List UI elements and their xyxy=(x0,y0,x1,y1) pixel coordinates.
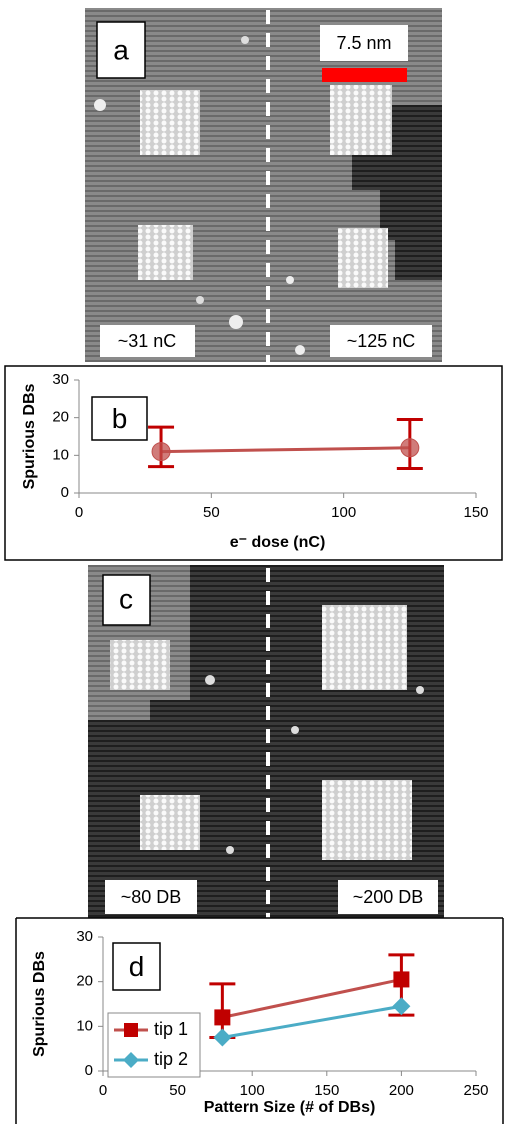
series-line xyxy=(222,1004,402,1039)
y-tick-label: 30 xyxy=(76,928,93,945)
data-point xyxy=(400,438,420,458)
x-tick-label: 0 xyxy=(75,504,83,521)
panel-label-box xyxy=(112,942,161,991)
x-tick-label: 150 xyxy=(314,1082,339,1099)
panel-label: c xyxy=(119,583,133,614)
series-line xyxy=(222,977,402,1019)
y-tick-label: 30 xyxy=(52,371,69,388)
stm-image-c: c ~80 DB ~200 DB xyxy=(88,565,444,918)
x-tick-label: 50 xyxy=(169,1082,186,1099)
legend-marker xyxy=(124,1023,138,1037)
y-tick-label: 0 xyxy=(61,484,69,501)
legend-label: tip 2 xyxy=(154,1049,188,1069)
x-tick-label: 100 xyxy=(331,504,356,521)
series-line xyxy=(161,446,410,454)
y-tick-label: 20 xyxy=(76,973,93,990)
scale-bar xyxy=(322,68,407,82)
x-tick-label: 0 xyxy=(99,1082,107,1099)
legend-box xyxy=(107,1012,201,1078)
y-tick-label: 10 xyxy=(52,446,69,463)
y-axis-label: Spurious DBs xyxy=(21,384,38,490)
data-point xyxy=(392,997,411,1016)
x-axis-label: Pattern Size (# of DBs) xyxy=(204,1099,376,1116)
image-label: ~125 nC xyxy=(347,331,416,351)
x-tick-label: 200 xyxy=(389,1082,414,1099)
y-tick-label: 0 xyxy=(85,1062,93,1079)
stm-image-a: a 7.5 nm ~31 nC ~125 nC xyxy=(85,8,442,362)
image-label: ~80 DB xyxy=(121,887,182,907)
data-point xyxy=(393,971,410,988)
data-point xyxy=(214,1009,231,1026)
panel-label: a xyxy=(113,34,129,65)
legend-label: tip 1 xyxy=(154,1019,188,1039)
chart-frame xyxy=(4,365,503,561)
panel-label: d xyxy=(129,951,145,982)
data-point xyxy=(151,442,171,462)
x-tick-label: 250 xyxy=(463,1082,488,1099)
image-label: ~200 DB xyxy=(353,887,424,907)
y-axis-label: Spurious DBs xyxy=(31,951,48,1057)
y-tick-label: 20 xyxy=(52,409,69,426)
scale-label: 7.5 nm xyxy=(336,33,391,53)
x-tick-label: 100 xyxy=(240,1082,265,1099)
x-tick-label: 150 xyxy=(463,504,488,521)
x-tick-label: 50 xyxy=(203,504,220,521)
panel-label-box xyxy=(91,396,148,441)
image-label: ~31 nC xyxy=(118,331,177,351)
data-point xyxy=(213,1028,232,1047)
y-tick-label: 10 xyxy=(76,1017,93,1034)
legend-marker xyxy=(123,1052,139,1068)
x-axis-label: e⁻ dose (nC) xyxy=(230,534,326,551)
panel-label: b xyxy=(112,403,128,434)
